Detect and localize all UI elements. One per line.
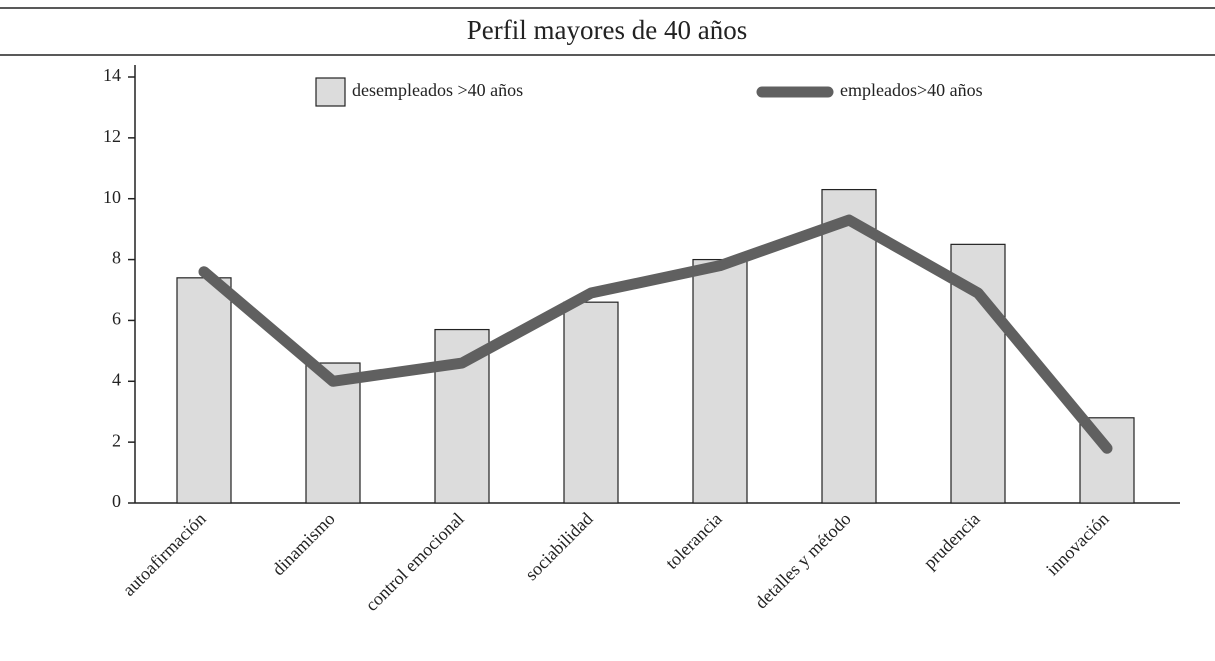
y-tick-label: 8 xyxy=(112,248,121,268)
y-tick-label: 4 xyxy=(112,369,121,389)
x-tick-label: autoafirmación xyxy=(119,509,210,600)
y-tick-label: 2 xyxy=(112,430,121,450)
legend-label: empleados>40 años xyxy=(840,80,983,100)
x-tick-label: sociabilidad xyxy=(521,509,597,585)
y-tick-label: 6 xyxy=(112,309,121,329)
y-tick-label: 12 xyxy=(103,126,121,146)
x-tick-label: control emocional xyxy=(361,509,467,615)
x-tick-label: tolerancia xyxy=(661,509,725,573)
legend-label: desempleados >40 años xyxy=(352,80,523,100)
bar xyxy=(176,277,232,504)
y-tick-label: 10 xyxy=(103,187,121,207)
bar xyxy=(563,301,619,504)
y-tick-label: 0 xyxy=(112,491,121,511)
x-tick-label: prudencia xyxy=(919,509,983,573)
bar xyxy=(692,258,748,504)
chart-title: Perfil mayores de 40 años xyxy=(467,15,747,45)
bar xyxy=(821,188,877,504)
y-tick-label: 14 xyxy=(103,65,121,85)
x-tick-label: detalles y método xyxy=(751,509,855,613)
x-tick-label: dinamismo xyxy=(268,509,339,580)
x-tick-label: innovación xyxy=(1042,509,1113,580)
legend-swatch xyxy=(315,77,346,107)
line xyxy=(198,214,1113,454)
